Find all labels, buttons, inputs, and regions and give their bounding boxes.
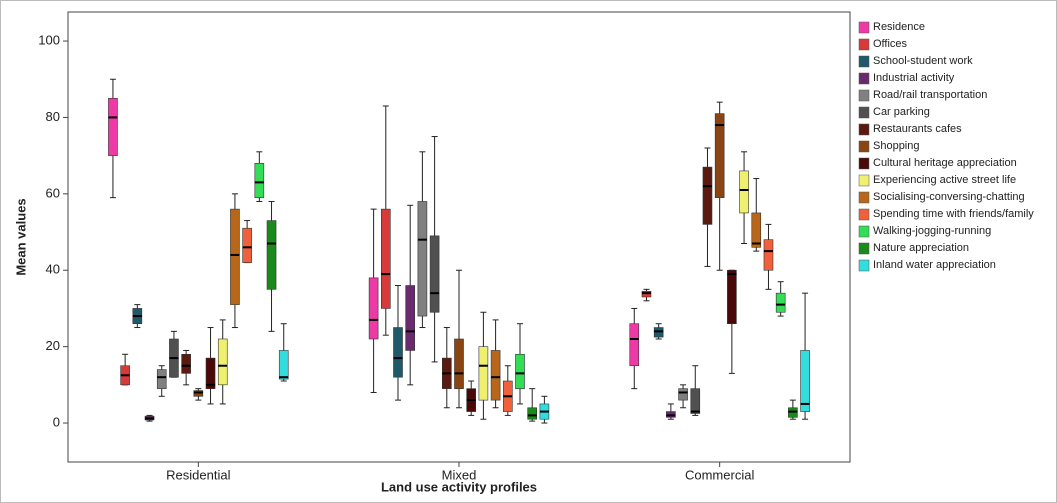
y-tick-label: 0 bbox=[53, 414, 60, 429]
legend-label: Car parking bbox=[873, 106, 930, 118]
legend-swatch bbox=[858, 89, 870, 102]
legend-swatch bbox=[858, 21, 870, 34]
box bbox=[230, 208, 240, 305]
y-tick-label: 60 bbox=[46, 185, 60, 200]
box bbox=[405, 285, 416, 351]
box bbox=[380, 208, 391, 309]
x-axis-label: Land use activity profiles bbox=[381, 479, 537, 494]
y-axis-label: Mean values bbox=[13, 198, 28, 275]
legend-label: Restaurants cafes bbox=[873, 123, 962, 135]
legend-swatch bbox=[858, 242, 870, 255]
box bbox=[181, 353, 191, 374]
legend-label: Road/rail transportation bbox=[873, 89, 987, 101]
box bbox=[242, 227, 252, 263]
legend-label: Experiencing active street life bbox=[873, 174, 1016, 186]
box bbox=[254, 162, 265, 198]
box bbox=[727, 269, 737, 325]
legend-swatch bbox=[858, 174, 870, 187]
box bbox=[763, 239, 774, 271]
box bbox=[217, 338, 228, 386]
legend-swatch bbox=[858, 157, 870, 170]
legend-swatch bbox=[858, 123, 870, 136]
box bbox=[108, 98, 118, 156]
box bbox=[205, 357, 216, 389]
y-tick-label: 40 bbox=[46, 262, 60, 277]
box bbox=[368, 277, 379, 340]
legend-swatch bbox=[858, 191, 870, 204]
y-tick-label: 20 bbox=[46, 338, 60, 353]
box bbox=[515, 353, 525, 389]
box bbox=[678, 388, 688, 401]
legend-swatch bbox=[858, 259, 870, 272]
legend-label: Inland water appreciation bbox=[873, 259, 996, 271]
box bbox=[690, 388, 701, 414]
box bbox=[775, 292, 786, 313]
legend-label: Socialising-conversing-chatting bbox=[873, 191, 1025, 203]
box bbox=[800, 350, 810, 412]
x-tick-label: Mixed bbox=[442, 467, 477, 482]
box bbox=[429, 235, 440, 313]
y-tick-label: 80 bbox=[46, 109, 60, 124]
box bbox=[702, 166, 713, 225]
x-tick-label: Commercial bbox=[685, 467, 754, 482]
legend-label: Walking-jogging-running bbox=[873, 225, 991, 237]
box bbox=[629, 323, 640, 367]
box bbox=[527, 407, 538, 420]
box bbox=[278, 350, 289, 380]
legend-label: Spending time with friends/family bbox=[873, 208, 1034, 220]
legend-swatch bbox=[858, 225, 870, 238]
box bbox=[739, 170, 749, 214]
legend-swatch bbox=[858, 106, 870, 119]
legend-label: Shopping bbox=[873, 140, 920, 152]
box bbox=[156, 369, 167, 389]
box bbox=[751, 212, 762, 248]
legend-label: Nature appreciation bbox=[873, 242, 969, 254]
x-tick-label: Residential bbox=[166, 467, 230, 482]
box bbox=[714, 113, 725, 198]
legend-label: Residence bbox=[873, 21, 925, 33]
box bbox=[490, 350, 501, 401]
y-tick-label: 100 bbox=[38, 32, 60, 47]
legend-swatch bbox=[858, 140, 870, 153]
box bbox=[393, 327, 403, 378]
box bbox=[266, 220, 277, 290]
legend-swatch bbox=[858, 38, 870, 51]
box bbox=[454, 338, 464, 389]
box bbox=[478, 346, 489, 401]
legend-label: Offices bbox=[873, 38, 908, 50]
legend-swatch bbox=[858, 72, 870, 85]
legend-label: Industrial activity bbox=[873, 72, 955, 84]
box bbox=[417, 201, 428, 317]
legend-label: School-student work bbox=[873, 55, 973, 67]
legend-label: Cultural heritage appreciation bbox=[873, 157, 1017, 169]
legend-swatch bbox=[858, 208, 870, 221]
legend-swatch bbox=[858, 55, 870, 68]
